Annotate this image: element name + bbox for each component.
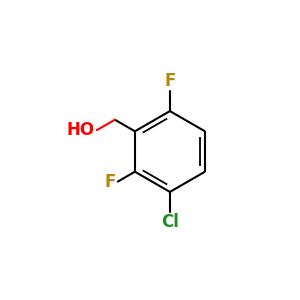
Text: Cl: Cl [161,213,179,231]
Text: F: F [164,72,176,90]
Text: HO: HO [67,121,94,139]
Text: F: F [104,172,116,190]
